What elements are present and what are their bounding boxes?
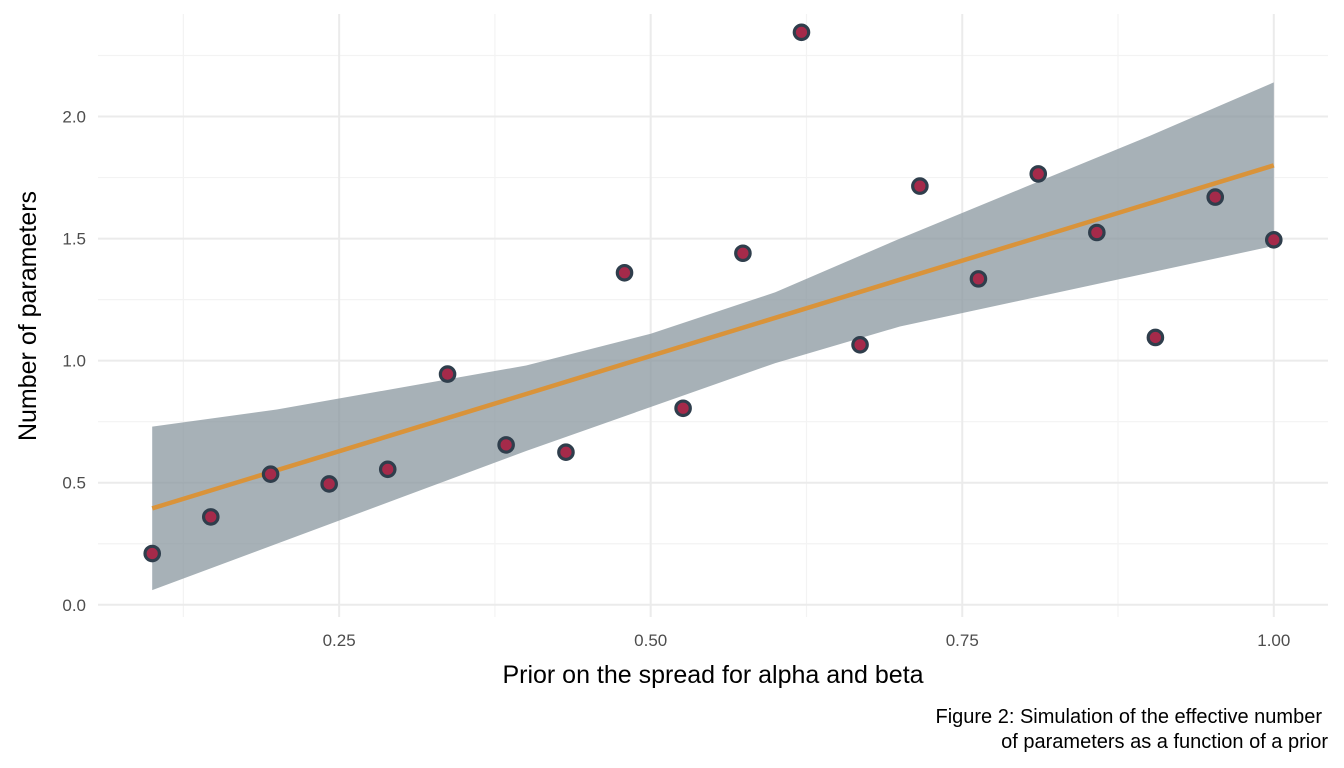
data-point xyxy=(1264,231,1283,249)
regression-line xyxy=(151,163,1275,511)
data-point xyxy=(1029,165,1048,183)
data-point xyxy=(1088,223,1106,242)
y-tick-label: 2.0 xyxy=(62,108,86,127)
data-point xyxy=(969,270,988,288)
figure-caption-line-2: of parameters as a function of a prior xyxy=(1001,731,1328,753)
data-point xyxy=(734,244,752,263)
data-point xyxy=(1146,328,1165,347)
data-point xyxy=(911,177,929,195)
data-point xyxy=(851,335,869,354)
x-tick-label: 0.25 xyxy=(323,631,356,650)
data-point xyxy=(320,475,338,493)
fit-line-layer xyxy=(151,163,1275,511)
y-tick-label: 0.5 xyxy=(62,474,86,493)
data-point xyxy=(557,443,575,462)
x-tick-label: 0.75 xyxy=(946,631,979,650)
data-point xyxy=(792,23,811,42)
data-point xyxy=(438,365,457,383)
y-tick-label: 1.5 xyxy=(62,230,86,249)
figure-caption-line-1: Figure 2: Simulation of the effective nu… xyxy=(935,706,1322,728)
data-point xyxy=(1206,188,1225,206)
y-tick-label: 1.0 xyxy=(62,352,86,371)
data-point xyxy=(143,544,162,563)
data-points-layer xyxy=(143,23,1283,563)
y-tick-labels: 0.0 0.5 1.0 1.5 2.0 xyxy=(62,108,86,615)
y-axis-title: Number of parameters xyxy=(14,191,42,441)
x-tick-labels: 0.25 0.50 0.75 1.00 xyxy=(323,631,1291,650)
data-point xyxy=(261,465,280,483)
data-point xyxy=(674,399,692,418)
y-tick-label: 0.0 xyxy=(62,596,86,615)
data-point xyxy=(497,436,515,454)
data-point xyxy=(201,508,220,526)
data-point xyxy=(615,263,634,282)
data-point xyxy=(378,460,397,479)
x-tick-label: 0.50 xyxy=(634,631,667,650)
x-tick-label: 1.00 xyxy=(1257,631,1290,650)
x-axis-title: Prior on the spread for alpha and beta xyxy=(502,661,923,689)
major-gridlines xyxy=(98,14,1328,617)
